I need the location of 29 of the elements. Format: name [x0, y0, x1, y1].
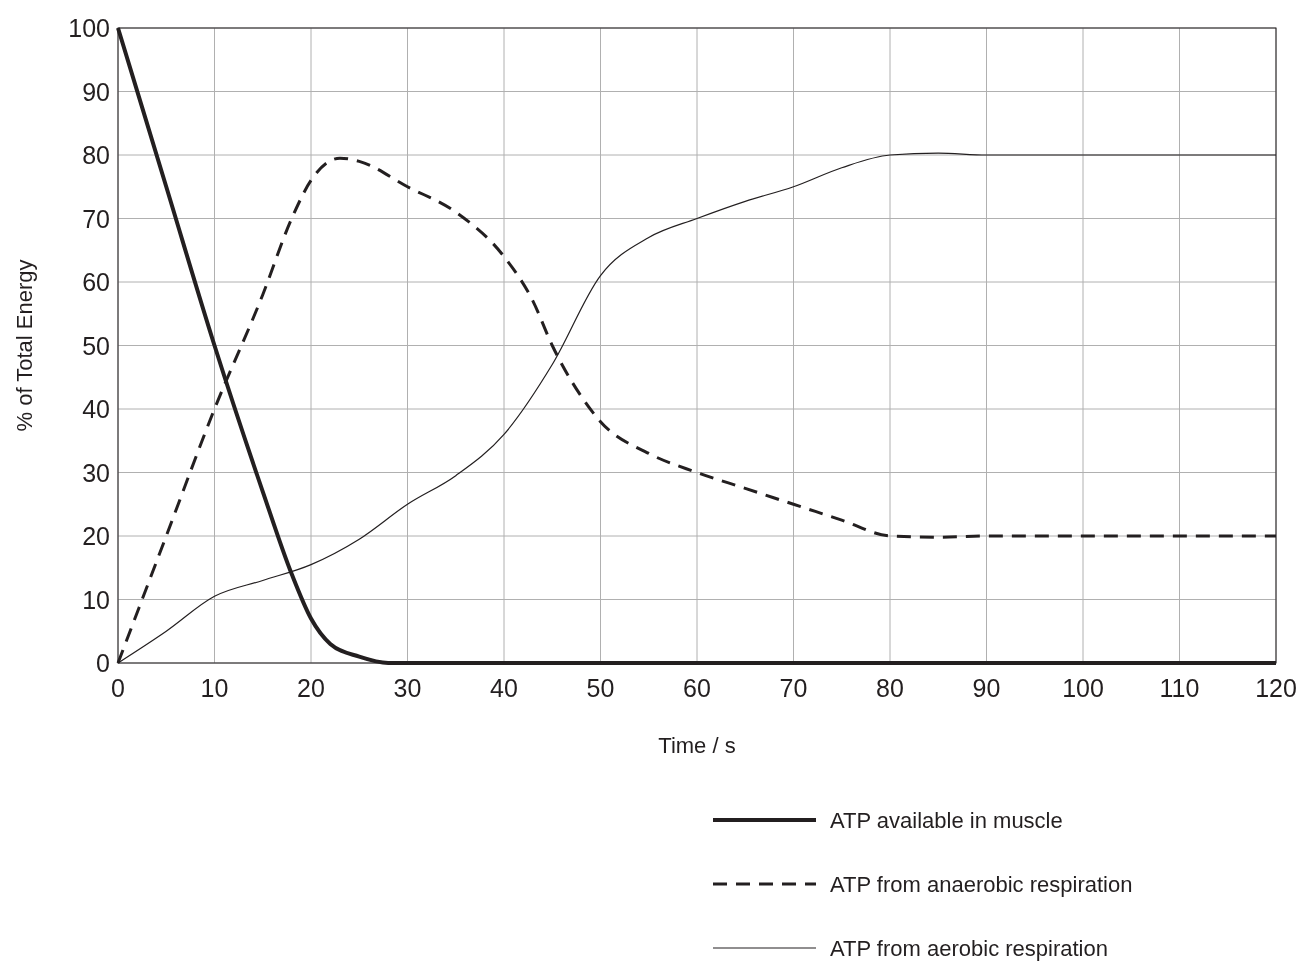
y-tick-label: 10	[82, 585, 110, 614]
y-tick-label: 20	[82, 522, 110, 550]
x-tick-label: 60	[683, 674, 711, 702]
x-tick-label: 90	[972, 674, 1001, 702]
x-tick-label: 10	[200, 674, 229, 702]
y-tick-label: 60	[82, 268, 110, 296]
x-tick-label: 100	[1062, 674, 1104, 702]
y-tick-label: 90	[82, 77, 110, 106]
y-tick-label: 40	[82, 395, 110, 423]
y-tick-label: 100	[68, 14, 110, 42]
line-series	[116, 26, 1278, 665]
x-tick-label: 20	[297, 674, 325, 702]
x-tick-label: 40	[490, 674, 518, 702]
x-tick-label: 30	[393, 674, 422, 702]
legend-label: ATP from anaerobic respiration	[830, 872, 1133, 897]
x-tick-label: 110	[1159, 674, 1200, 702]
y-tick-label: 0	[96, 649, 110, 677]
legend-label: ATP available in muscle	[830, 808, 1063, 833]
x-tick-label: 120	[1255, 674, 1297, 702]
y-tick-label: 50	[82, 331, 110, 360]
y-tick-label: 70	[82, 204, 110, 233]
x-tick-label: 80	[876, 674, 904, 702]
x-tick-label: 50	[586, 674, 615, 702]
y-tick-label: 80	[82, 141, 110, 169]
y-tick-label: 30	[82, 458, 110, 487]
x-axis-title: Time / s	[658, 733, 736, 758]
legend-label: ATP from aerobic respiration	[830, 936, 1108, 961]
x-tick-label: 70	[779, 674, 808, 702]
y-axis-title: % of Total Energy	[12, 259, 37, 432]
